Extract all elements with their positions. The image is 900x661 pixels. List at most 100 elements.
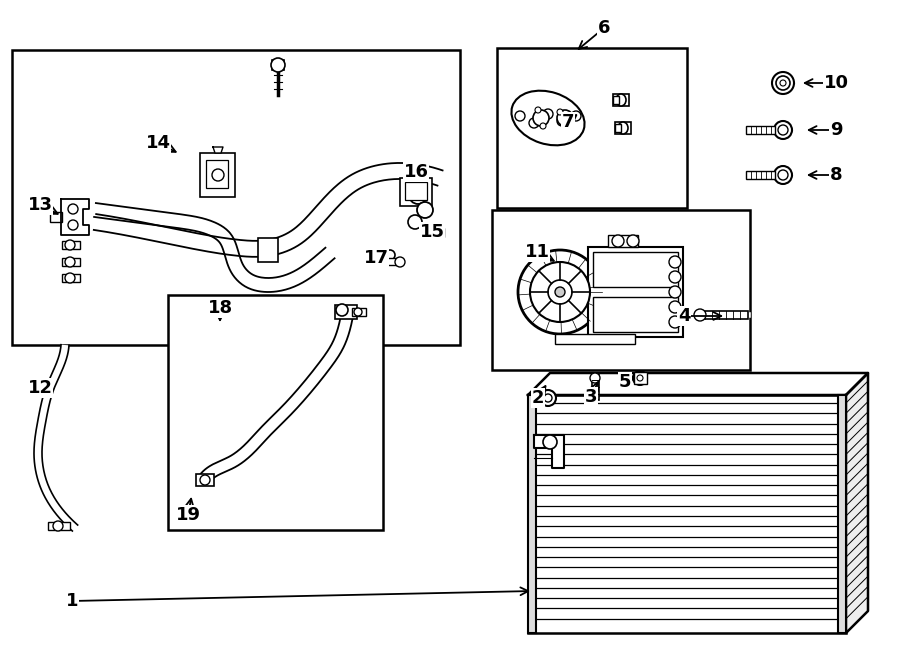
Bar: [168, 295, 383, 530]
Circle shape: [669, 256, 681, 268]
Bar: [615, 122, 631, 134]
Circle shape: [409, 186, 427, 204]
Circle shape: [774, 166, 792, 184]
Text: 6: 6: [598, 19, 610, 37]
Circle shape: [408, 215, 422, 229]
Bar: [593, 252, 678, 287]
Circle shape: [669, 301, 681, 313]
Circle shape: [543, 109, 553, 119]
Text: 13: 13: [28, 196, 52, 214]
Circle shape: [548, 280, 572, 304]
Ellipse shape: [511, 91, 585, 145]
Circle shape: [557, 109, 563, 115]
Text: 10: 10: [824, 74, 849, 92]
Bar: [335, 305, 357, 319]
Bar: [528, 395, 846, 633]
Polygon shape: [34, 345, 77, 531]
Circle shape: [557, 110, 573, 126]
Circle shape: [776, 76, 790, 90]
Text: 16: 16: [403, 163, 428, 181]
Polygon shape: [201, 309, 354, 482]
Circle shape: [336, 304, 348, 316]
Bar: [384, 258, 402, 265]
Polygon shape: [846, 373, 868, 633]
Bar: [62, 241, 80, 249]
Polygon shape: [213, 147, 223, 153]
Bar: [492, 210, 750, 370]
Bar: [62, 274, 80, 282]
Text: 5: 5: [619, 373, 631, 391]
Text: 18: 18: [207, 299, 232, 317]
Circle shape: [65, 273, 75, 283]
Text: 14: 14: [146, 134, 170, 152]
Bar: [62, 258, 80, 266]
Circle shape: [571, 111, 581, 121]
Circle shape: [669, 316, 681, 328]
Polygon shape: [94, 203, 335, 292]
Bar: [746, 126, 775, 134]
Circle shape: [774, 121, 792, 139]
Circle shape: [778, 170, 788, 180]
Text: 11: 11: [525, 243, 550, 261]
Bar: [206, 160, 228, 188]
Bar: [613, 94, 629, 106]
Circle shape: [540, 390, 556, 406]
Polygon shape: [534, 435, 564, 468]
Circle shape: [637, 375, 643, 381]
Text: 2: 2: [532, 389, 544, 407]
Circle shape: [669, 271, 681, 283]
Circle shape: [529, 118, 539, 128]
Bar: [838, 395, 846, 633]
Circle shape: [68, 204, 78, 214]
Ellipse shape: [618, 122, 628, 134]
Bar: [196, 474, 214, 486]
Text: 19: 19: [176, 506, 201, 524]
Circle shape: [555, 287, 565, 297]
Bar: [430, 228, 444, 237]
Circle shape: [417, 202, 433, 218]
Bar: [400, 178, 432, 206]
Bar: [405, 182, 427, 200]
Circle shape: [612, 235, 624, 247]
Bar: [634, 372, 647, 384]
Text: 4: 4: [678, 307, 690, 325]
Circle shape: [65, 257, 75, 267]
Bar: [588, 247, 683, 337]
Bar: [258, 238, 278, 262]
Bar: [615, 124, 621, 132]
Circle shape: [544, 394, 552, 402]
Circle shape: [533, 110, 549, 126]
Circle shape: [200, 475, 210, 485]
Bar: [12, 50, 460, 345]
Circle shape: [694, 309, 706, 321]
Circle shape: [540, 123, 546, 129]
Polygon shape: [94, 163, 443, 257]
Polygon shape: [528, 373, 868, 395]
Circle shape: [53, 521, 63, 531]
Bar: [48, 522, 70, 530]
Text: 9: 9: [830, 121, 842, 139]
Bar: [746, 171, 775, 179]
Circle shape: [65, 240, 75, 250]
Circle shape: [68, 220, 78, 230]
Circle shape: [430, 227, 440, 237]
Bar: [608, 235, 638, 247]
Bar: [497, 48, 687, 208]
Circle shape: [354, 308, 362, 316]
Bar: [352, 308, 366, 316]
Circle shape: [633, 371, 647, 385]
Text: 17: 17: [364, 249, 389, 267]
Circle shape: [518, 250, 602, 334]
Circle shape: [212, 169, 224, 181]
Circle shape: [627, 235, 639, 247]
Bar: [555, 334, 635, 344]
Circle shape: [669, 286, 681, 298]
Circle shape: [271, 58, 285, 72]
Circle shape: [590, 373, 600, 383]
Bar: [50, 212, 62, 222]
Text: 12: 12: [28, 379, 52, 397]
Circle shape: [772, 72, 794, 94]
Bar: [528, 395, 536, 633]
Bar: [700, 311, 748, 319]
Circle shape: [778, 125, 788, 135]
